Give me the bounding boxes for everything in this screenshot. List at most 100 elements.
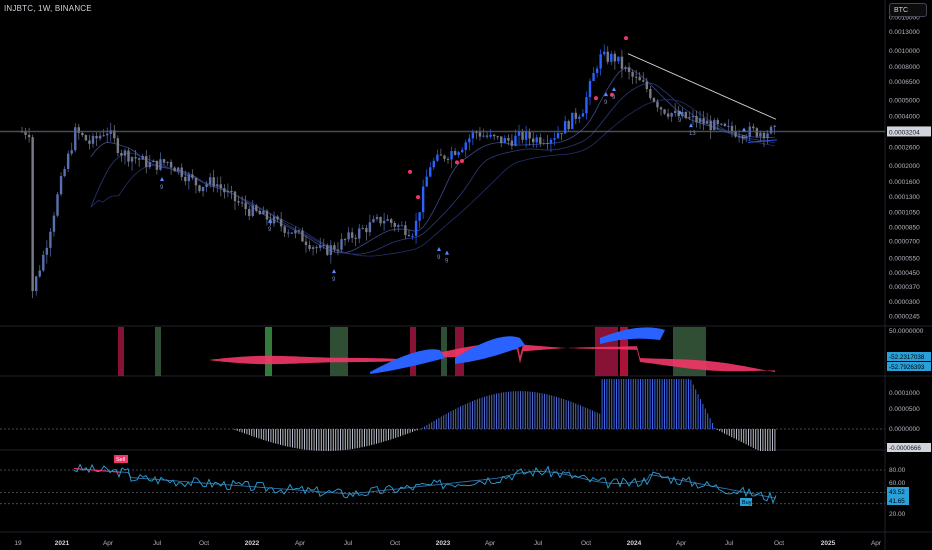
histogram-bar bbox=[685, 379, 687, 429]
candle-body bbox=[272, 216, 276, 224]
candle bbox=[478, 127, 482, 141]
candle bbox=[113, 124, 116, 144]
candle-body bbox=[372, 219, 375, 223]
candle-body bbox=[563, 121, 567, 134]
candle-body bbox=[698, 118, 702, 123]
price-tick-label: 0.0000550 bbox=[889, 256, 920, 263]
candle-body bbox=[535, 137, 538, 143]
candle bbox=[510, 134, 514, 150]
candle-body bbox=[411, 235, 414, 237]
rsi-value-label: 43.52 bbox=[889, 489, 905, 496]
td-count-label: 9 bbox=[160, 185, 164, 191]
histogram-bar bbox=[356, 429, 358, 449]
histogram-bar bbox=[503, 392, 505, 429]
histogram-bar bbox=[253, 429, 255, 437]
histogram-bar bbox=[671, 379, 673, 429]
candle-body bbox=[358, 228, 361, 239]
candle bbox=[255, 204, 258, 213]
candle-body bbox=[319, 245, 322, 248]
candle bbox=[155, 160, 159, 175]
candle-body bbox=[755, 128, 759, 137]
candle-body bbox=[567, 121, 570, 130]
candle-body bbox=[95, 136, 98, 139]
candle bbox=[375, 214, 379, 222]
histogram-bar bbox=[452, 410, 454, 429]
histogram-bar bbox=[479, 398, 481, 429]
candle-body bbox=[613, 53, 617, 62]
candle-body bbox=[496, 136, 499, 138]
current-price-label: 0.0003204 bbox=[889, 129, 920, 136]
candle bbox=[507, 134, 510, 146]
candle bbox=[365, 224, 368, 241]
candle-body bbox=[485, 135, 489, 137]
candle bbox=[187, 171, 191, 190]
candle bbox=[514, 129, 517, 147]
candle bbox=[283, 225, 286, 238]
candle bbox=[666, 108, 670, 120]
histogram-bar bbox=[726, 429, 728, 435]
histogram-bar bbox=[676, 379, 677, 429]
histogram-bar bbox=[572, 402, 574, 429]
histogram-bar bbox=[522, 391, 524, 429]
candle-body bbox=[695, 116, 698, 123]
candle-body bbox=[663, 109, 666, 114]
histogram-bar bbox=[508, 391, 509, 429]
candle bbox=[70, 142, 73, 156]
candle bbox=[453, 148, 457, 156]
td-count-label: 9 bbox=[742, 135, 746, 141]
candle-body bbox=[49, 231, 52, 248]
histogram-bar bbox=[695, 389, 697, 429]
histogram-pane bbox=[0, 379, 885, 451]
histogram-bar bbox=[752, 429, 754, 448]
candle bbox=[482, 128, 485, 138]
histogram-bar bbox=[500, 392, 502, 429]
candle-body bbox=[578, 116, 581, 119]
signal-band bbox=[265, 327, 272, 376]
candle-body bbox=[457, 152, 460, 155]
histogram-bar bbox=[395, 429, 397, 438]
candle-body bbox=[681, 111, 684, 117]
candle bbox=[177, 166, 180, 175]
candle-body bbox=[294, 230, 297, 234]
candle bbox=[524, 126, 528, 148]
candle-body bbox=[308, 245, 311, 249]
candle-body bbox=[517, 131, 521, 136]
candle-body bbox=[549, 139, 553, 144]
candle bbox=[663, 108, 666, 115]
histogram-bar bbox=[743, 429, 745, 444]
candle bbox=[627, 62, 631, 80]
histogram-bar bbox=[340, 429, 341, 451]
candle bbox=[198, 184, 201, 193]
histogram-bar bbox=[256, 429, 257, 438]
candle bbox=[134, 149, 137, 164]
histogram-bar bbox=[476, 399, 478, 429]
time-tick-label: Oct bbox=[199, 540, 209, 547]
candle-body bbox=[468, 138, 471, 143]
candle-body bbox=[24, 131, 27, 135]
histogram-bar bbox=[731, 429, 733, 438]
candle bbox=[166, 161, 169, 166]
time-tick-label: Jul bbox=[534, 540, 543, 547]
histogram-bar bbox=[438, 417, 440, 429]
candle-body bbox=[730, 125, 734, 132]
histogram-bar bbox=[680, 379, 682, 429]
histogram-bar bbox=[738, 429, 740, 441]
candle-body bbox=[599, 54, 602, 69]
histogram-bar bbox=[724, 429, 725, 434]
candle bbox=[560, 132, 563, 141]
td-arrow-icon bbox=[689, 123, 693, 128]
time-tick-label: 2025 bbox=[821, 540, 836, 547]
candle bbox=[272, 211, 276, 227]
histogram-bar bbox=[755, 429, 757, 450]
currency-button[interactable]: BTC bbox=[889, 3, 927, 17]
time-tick-label: Apr bbox=[295, 540, 306, 547]
histogram-bar bbox=[491, 394, 493, 429]
candle bbox=[372, 215, 375, 223]
sell-signal-dot bbox=[408, 169, 412, 174]
histogram-bar bbox=[457, 407, 459, 429]
histogram-bar bbox=[719, 429, 721, 432]
candle-body bbox=[297, 230, 301, 232]
candle bbox=[517, 124, 521, 145]
candle-body bbox=[205, 184, 208, 188]
td-count-label: 9 bbox=[268, 227, 272, 233]
